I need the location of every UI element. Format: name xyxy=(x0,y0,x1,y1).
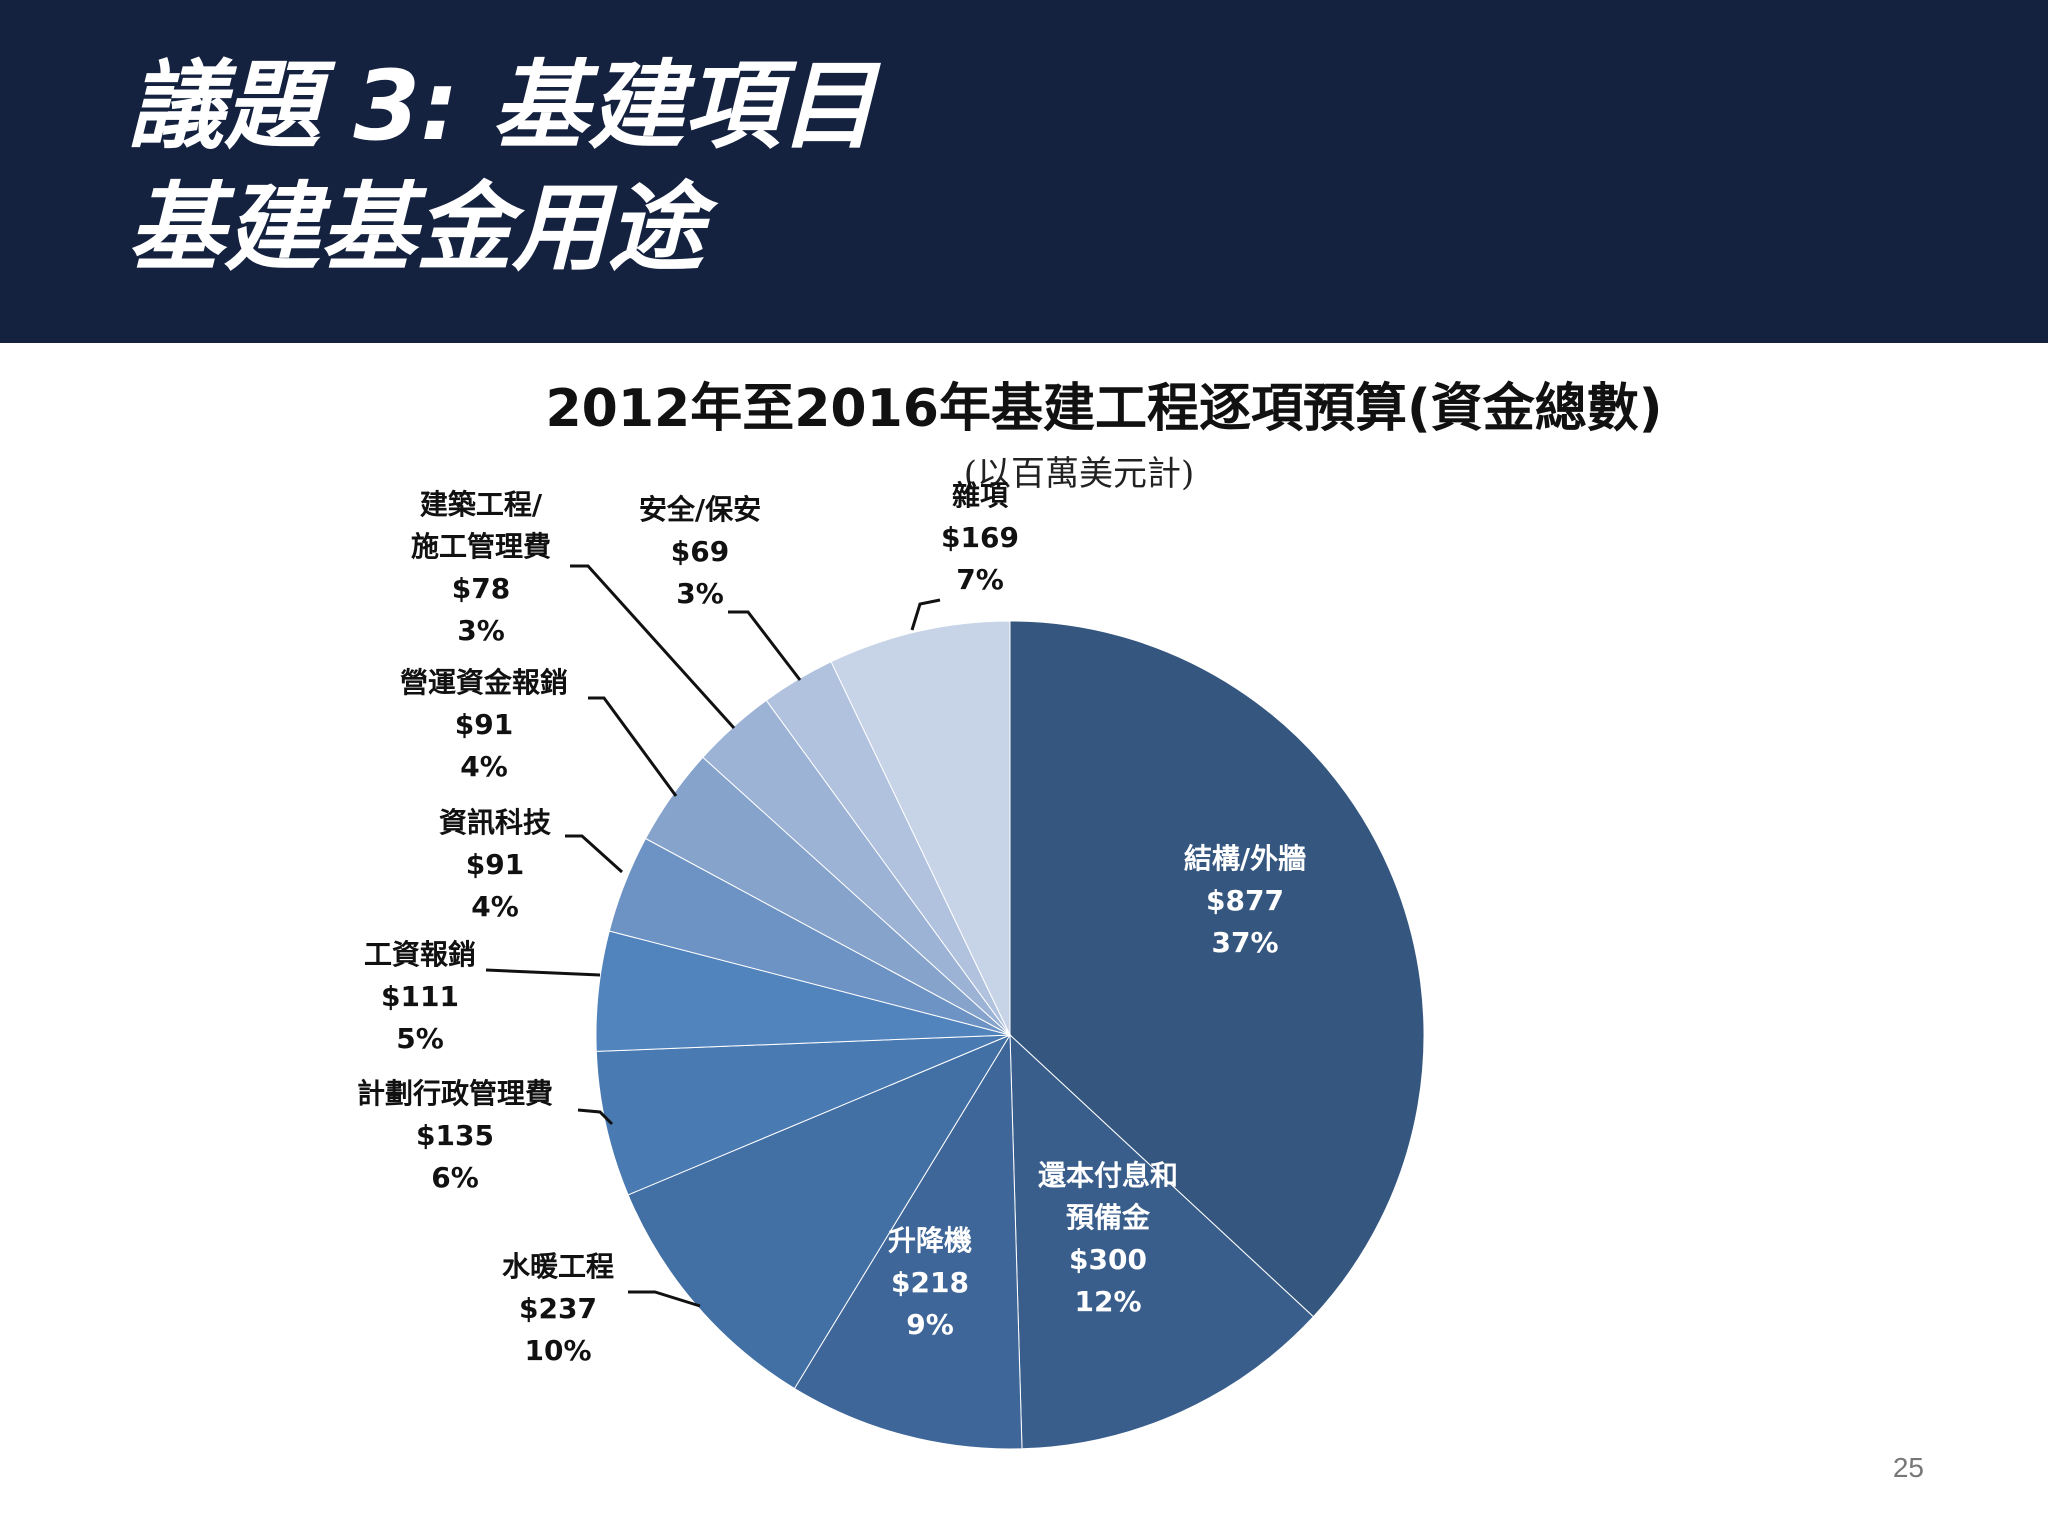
slice-amount-label: $78 xyxy=(452,572,510,605)
slide-title-line-1: 議題 3: 基建項目 xyxy=(128,50,877,162)
slice-percent-label: 4% xyxy=(460,750,508,783)
pie-slice xyxy=(830,620,1011,1036)
slice-percent-label: 37% xyxy=(1211,926,1278,959)
slice-label: 雜項 $169 7% xyxy=(941,479,1019,596)
slice-percent-label: 3% xyxy=(676,577,724,610)
slice-category-label: 預備金 xyxy=(1066,1201,1151,1234)
slice-percent-label: 10% xyxy=(524,1334,591,1367)
leader-line xyxy=(628,1290,701,1308)
leader-line xyxy=(588,696,678,797)
slice-category-label: 水暖工程 xyxy=(502,1250,614,1283)
slice-amount-label: $69 xyxy=(671,535,729,568)
slice-label: 安全/保安 $69 3% xyxy=(639,493,761,610)
slice-label: 升降機 $218 9% xyxy=(888,1224,972,1341)
pie-slice xyxy=(1009,620,1425,1318)
slice-category-label: 升降機 xyxy=(888,1224,972,1257)
slice-amount-label: $218 xyxy=(891,1266,969,1299)
slide-title-line-2: 基建基金用途 xyxy=(128,172,704,284)
leader-line xyxy=(910,598,941,631)
slice-amount-label: $300 xyxy=(1069,1243,1147,1276)
slice-label: 計劃行政管理費 $135 6% xyxy=(357,1077,553,1194)
pie-slice xyxy=(793,1033,1023,1450)
slice-label: 工資報銷 $111 5% xyxy=(364,938,476,1055)
slice-category-label: 雜項 xyxy=(952,479,1009,512)
slice-category-label: 施工管理費 xyxy=(411,530,551,563)
page-number: 25 xyxy=(1892,1452,1924,1483)
slice-category-label: 安全/保安 xyxy=(639,493,761,526)
leader-line xyxy=(485,968,601,977)
slice-category-label: 計劃行政管理費 xyxy=(357,1077,553,1110)
slice-category-label: 工資報銷 xyxy=(364,938,476,971)
slice-amount-label: $877 xyxy=(1206,884,1284,917)
leader-line xyxy=(565,834,624,874)
slice-percent-label: 7% xyxy=(956,563,1004,596)
slice-amount-label: $91 xyxy=(466,848,524,881)
slice-amount-label: $111 xyxy=(381,980,459,1013)
leader-line xyxy=(570,564,736,730)
slice-category-label: 結構/外牆 xyxy=(1184,842,1306,875)
pie-slice xyxy=(1009,1033,1315,1450)
slice-label: 水暖工程 $237 10% xyxy=(502,1250,614,1367)
chart-title: 2012年至2016年基建工程逐項預算(資金總數) xyxy=(545,379,1663,439)
pie-slice xyxy=(595,1034,1011,1196)
slice-category-label: 還本付息和 xyxy=(1038,1159,1178,1192)
slice-category-label: 建築工程/ xyxy=(420,488,543,521)
slice-percent-label: 6% xyxy=(431,1161,479,1194)
slice-category-label: 營運資金報銷 xyxy=(400,666,568,699)
slice-percent-label: 4% xyxy=(471,890,519,923)
slice-label: 資訊科技 $91 4% xyxy=(439,806,551,923)
slice-percent-label: 9% xyxy=(906,1308,954,1341)
slice-amount-label: $135 xyxy=(416,1119,494,1152)
slice-label: 建築工程/施工管理費 $78 3% xyxy=(411,488,551,647)
slice-percent-label: 12% xyxy=(1074,1285,1141,1318)
slice-amount-label: $237 xyxy=(519,1292,597,1325)
slice-percent-label: 5% xyxy=(396,1022,444,1055)
title-banner: 議題 3: 基建項目 基建基金用途 xyxy=(0,0,2048,343)
slice-percent-label: 3% xyxy=(457,614,505,647)
chart-subtitle: (以百萬美元計) xyxy=(963,454,1195,494)
slice-label: 結構/外牆 $877 37% xyxy=(1184,842,1306,959)
slice-amount-label: $169 xyxy=(941,521,1019,554)
slice-category-label: 資訊科技 xyxy=(439,806,551,839)
leader-line xyxy=(577,1108,614,1126)
slice-amount-label: $91 xyxy=(455,708,513,741)
slice-label: 營運資金報銷 $91 4% xyxy=(400,666,568,783)
leader-line xyxy=(728,610,802,681)
